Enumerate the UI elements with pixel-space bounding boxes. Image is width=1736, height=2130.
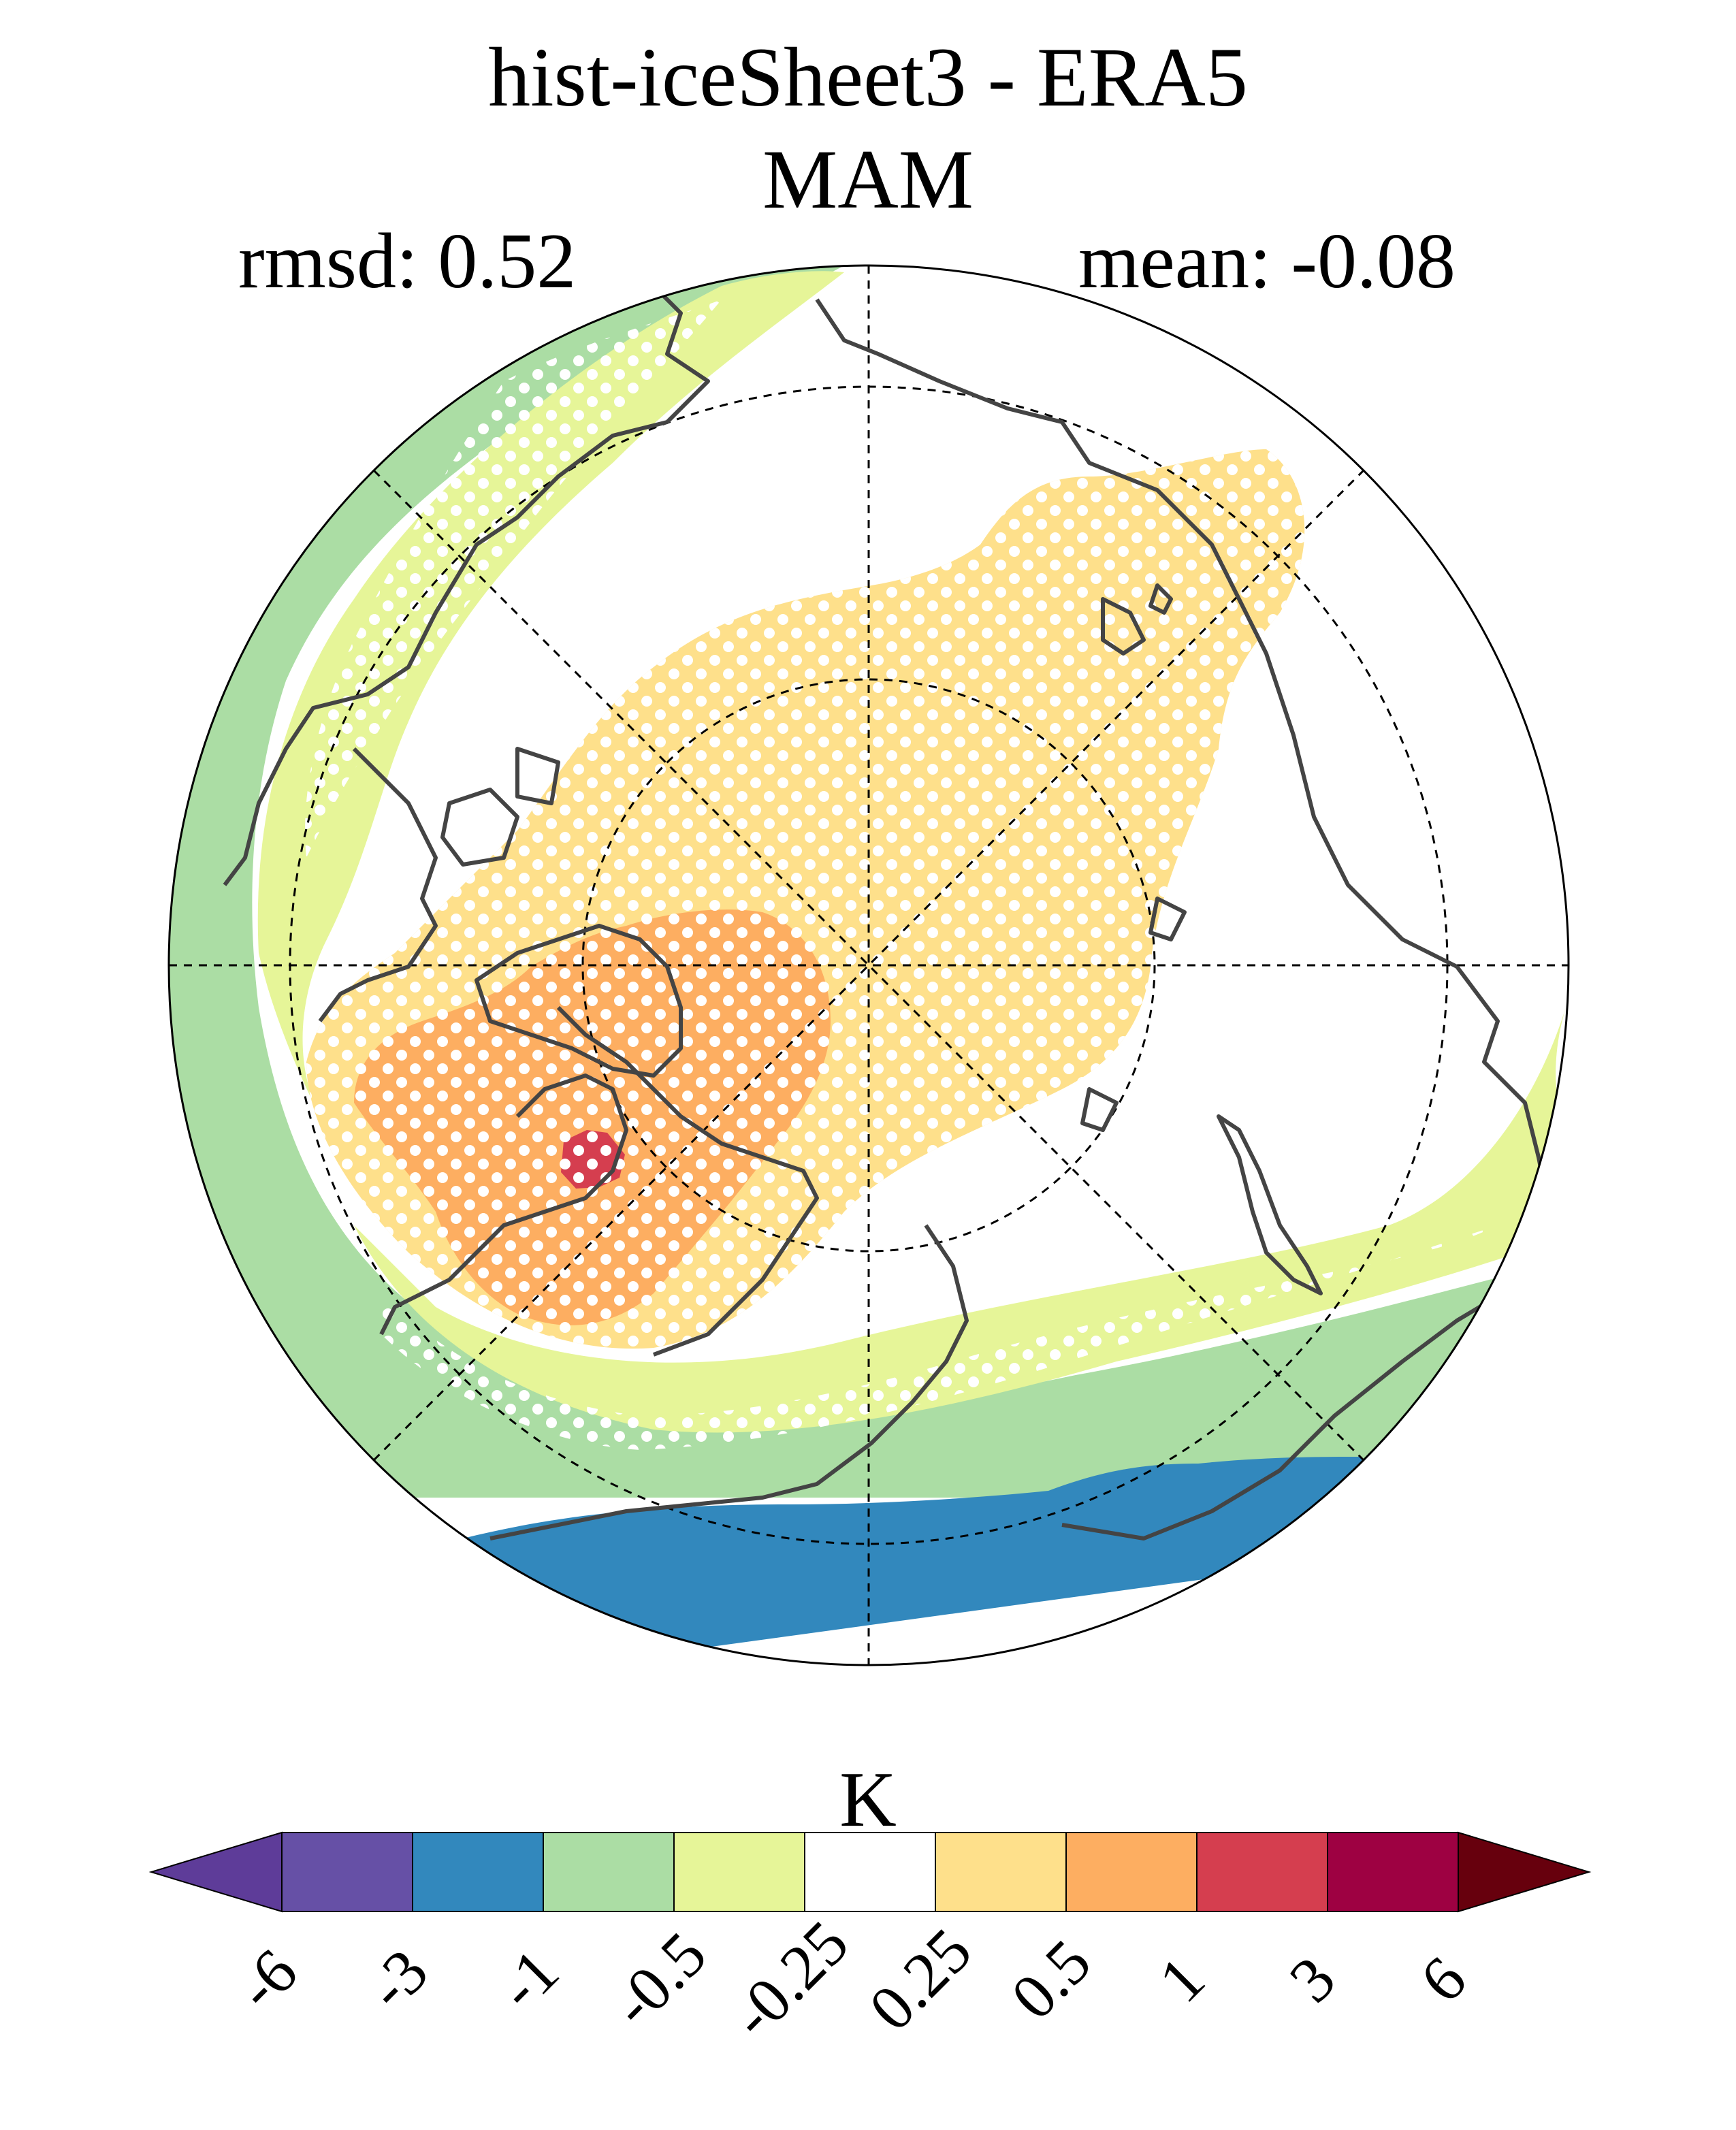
polar-map [167,264,1570,1666]
colorbar-tick-label: 1 [1146,1943,1219,2016]
coastline-canada-north [556,1005,819,1357]
coastline-arctic-islands [440,747,1187,1132]
coastline-hudson-bay [379,1074,628,1336]
colorbar-bin [543,1832,675,1912]
mean-label: mean: -0.08 [1078,218,1456,305]
coastline-greenland [475,924,683,1078]
colorbar-tick-label: 6 [1407,1943,1480,2016]
coastline-svalbard [1101,583,1173,656]
figure-title: hist-iceSheet3 - ERA5 [488,31,1248,124]
latitude-circle-inner [581,678,1156,1253]
coastline-eurasia-north [223,284,710,886]
colorbar-bin [281,1832,413,1912]
colorbar-unit: K [839,1756,897,1843]
graticule [169,265,1569,1665]
stippling-atlantic [305,300,722,858]
colorbar-bin [804,1832,936,1912]
colorbar-bin [1196,1832,1328,1912]
colorbar-tick-label: 3 [1276,1943,1349,2016]
colorbar-bin [1065,1832,1197,1912]
colorbar-bin [673,1832,805,1912]
colorbar-bin [935,1832,1067,1912]
coastline-eurasia-west [815,298,1458,969]
field-band-minus-3-to-1 [408,1457,1402,1665]
colorbar-tick-label: -0.25 [718,1907,862,2052]
colorbar-tick-label: -1 [485,1936,573,2024]
colorbar-extend-low [148,1831,283,1913]
field-band-minus-0.5-to-0.25-south [354,1007,1569,1433]
map-field [169,265,1569,1665]
colorbar-tick-label: -3 [354,1936,442,2024]
coastline-alaska [489,1224,969,1540]
coastline-scandinavia [318,747,438,1022]
colorbar-tick-label: 0.5 [998,1926,1105,2033]
colorbar-bin [412,1832,544,1912]
season-label: MAM [762,133,974,226]
stippling-north-mid [306,449,1305,1349]
colorbar-tick-label: -6 [223,1936,311,2024]
colorbar-extend-high [1458,1831,1592,1913]
coastline-novaya-zemlya [1217,1114,1323,1295]
map-boundary [167,264,1570,1666]
colorbar-bin [1327,1832,1459,1912]
colorbar-tick-label: 0.25 [856,1915,985,2044]
rmsd-label: rmsd: 0.52 [238,218,577,305]
colorbar-tick-label: -0.5 [598,1919,720,2041]
